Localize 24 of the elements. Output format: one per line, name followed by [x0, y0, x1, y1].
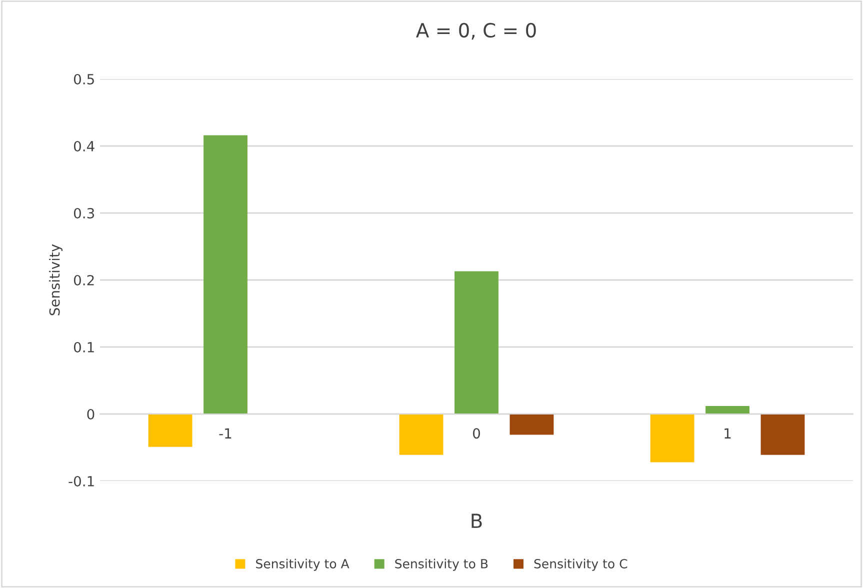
bar — [399, 414, 444, 455]
bar — [760, 414, 805, 455]
y-tick-label: 0.4 — [74, 140, 94, 152]
bar — [148, 414, 192, 447]
legend-label: Sensitivity to B — [395, 558, 488, 571]
y-axis-title: Sensitivity — [49, 244, 62, 316]
chart-title: A = 0, C = 0 — [416, 22, 536, 40]
bar — [454, 271, 498, 414]
y-tick-label: 0.1 — [74, 342, 94, 352]
bar — [510, 414, 554, 435]
legend-label: Sensitivity to A — [256, 558, 350, 571]
y-tick-label: 0.5 — [74, 74, 94, 84]
legend-label: Sensitivity to C — [534, 558, 628, 571]
x-tick-label: 1 — [724, 428, 731, 438]
x-tick-label: 0 — [472, 428, 480, 439]
x-axis-title: B — [472, 514, 482, 528]
y-tick-label: -0.1 — [68, 476, 94, 486]
y-tick-label: 0 — [87, 408, 94, 420]
bar — [204, 135, 248, 414]
y-tick-label: 0.2 — [74, 274, 94, 286]
x-tick-label: -1 — [219, 428, 232, 438]
bar — [650, 414, 694, 462]
bar — [706, 406, 750, 414]
y-tick-label: 0.3 — [74, 208, 94, 218]
